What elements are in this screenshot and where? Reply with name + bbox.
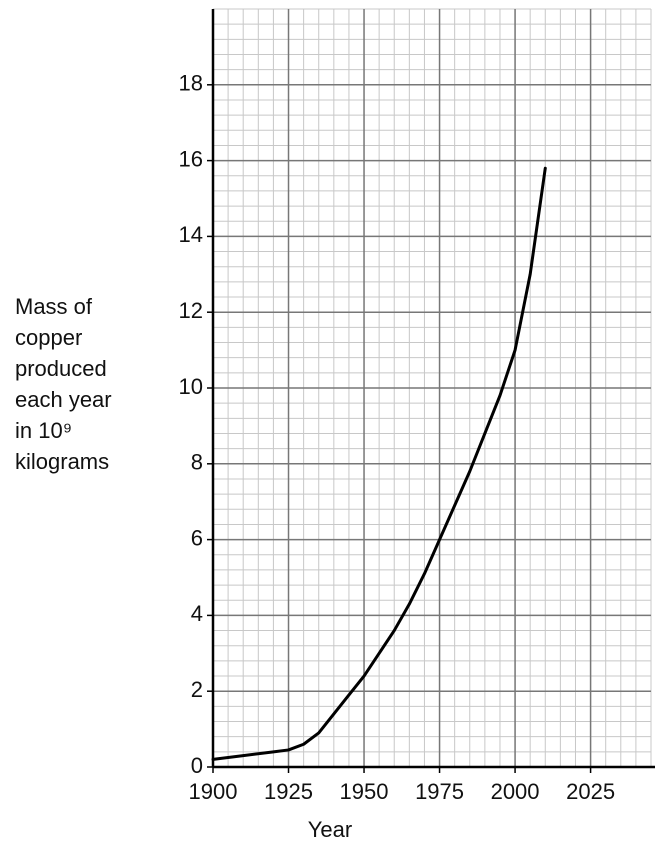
x-tick-label: 2000 (491, 779, 540, 804)
y-axis-label: produced (15, 356, 107, 381)
y-tick-label: 0 (191, 753, 203, 778)
y-tick-label: 2 (191, 677, 203, 702)
y-tick-label: 16 (179, 146, 203, 171)
data-line (211, 166, 547, 761)
x-tick-label: 1900 (189, 779, 238, 804)
x-tick-label: 1925 (264, 779, 313, 804)
x-axis-label: Year (308, 817, 352, 842)
y-axis-label: copper (15, 325, 82, 350)
y-axis-label: Mass of (15, 294, 93, 319)
y-tick-label: 12 (179, 298, 203, 323)
x-tick-label: 1950 (340, 779, 389, 804)
x-tick-label: 2025 (566, 779, 615, 804)
y-tick-label: 14 (179, 222, 203, 247)
y-tick-label: 18 (179, 71, 203, 96)
x-tick-label: 1975 (415, 779, 464, 804)
y-axis-label: each year (15, 387, 112, 412)
y-tick-label: 4 (191, 601, 203, 626)
y-tick-label: 8 (191, 450, 203, 475)
y-axis-label: kilograms (15, 449, 109, 474)
y-axis-label: in 10⁹ (15, 418, 72, 443)
y-tick-label: 10 (179, 374, 203, 399)
y-tick-label: 6 (191, 525, 203, 550)
